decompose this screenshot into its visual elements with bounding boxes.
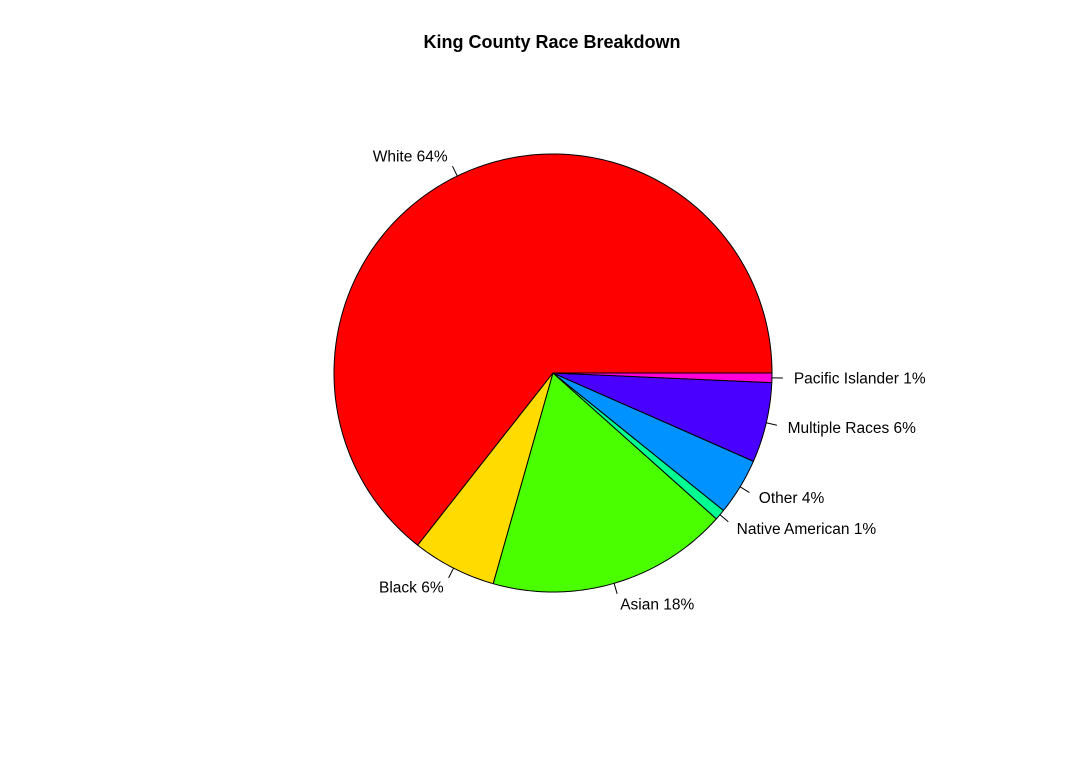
leader-line-white — [452, 165, 458, 177]
slice-label-pacific-islander: Pacific Islander 1% — [794, 370, 926, 387]
leader-line-asian — [613, 583, 618, 594]
leader-line-black — [448, 567, 455, 579]
pie-slices — [333, 153, 773, 593]
pie-slice-pacific-islander — [552, 372, 773, 384]
slice-label-white: White 64% — [373, 148, 448, 165]
pie-slice-asian — [492, 372, 717, 593]
chart-title: King County Race Breakdown — [423, 32, 680, 52]
leader-line-native-american — [719, 514, 729, 523]
leader-line-other — [739, 486, 750, 493]
pie-labels: White 64% Black 6% Asian 18% Native America… — [373, 148, 926, 613]
leader-line-multiple-races — [766, 422, 778, 426]
pie-leader-lines — [448, 165, 783, 594]
slice-label-multiple-races: Multiple Races 6% — [788, 420, 917, 437]
slice-label-black: Black 6% — [379, 580, 444, 597]
pie-slice-black — [417, 372, 554, 585]
slice-label-other: Other 4% — [759, 490, 825, 507]
slice-label-asian: Asian 18% — [620, 596, 694, 613]
slice-label-native-american: Native American 1% — [737, 521, 877, 538]
